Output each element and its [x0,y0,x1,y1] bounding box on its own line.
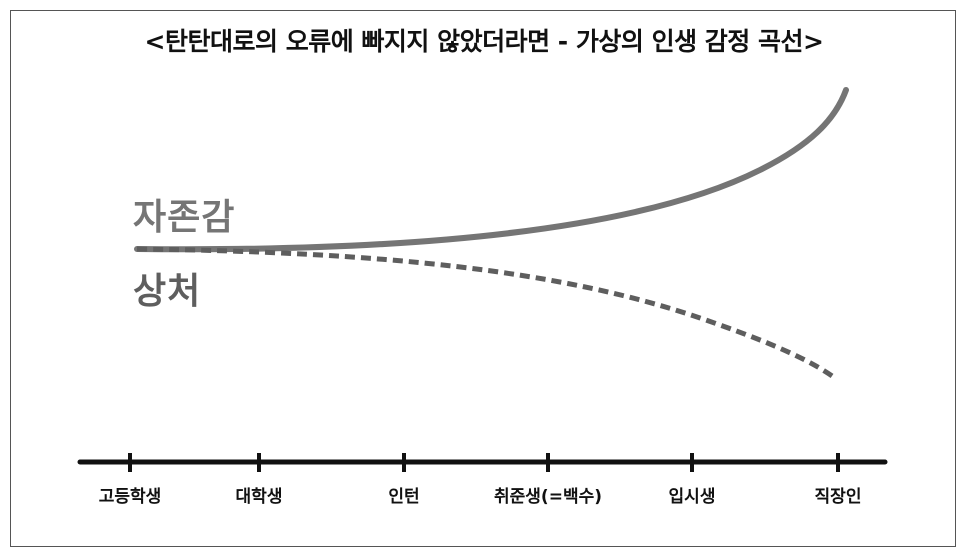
timeline-stage-label: 인턴 [388,487,420,507]
timeline-stage-label: 고등학생 [98,487,162,507]
timeline-stage-label: 대학생 [235,487,283,507]
diagram-title: <탄탄대로의 오류에 빠지지 않았더라면 - 가상의 인생 감정 곡선> [144,27,824,56]
diagram-frame [10,10,956,547]
timeline-stage-label: 직장인 [814,487,862,507]
hurt-label: 상처 [133,271,202,312]
self-esteem-curve [134,87,849,253]
hurt-curve [136,246,837,381]
timeline-stage-label: 입시생 [668,487,716,507]
timeline-ticks [128,453,840,472]
self-esteem-label: 자존감 [133,197,236,238]
timeline-stage-label: 취준생(=백수) [494,487,602,507]
